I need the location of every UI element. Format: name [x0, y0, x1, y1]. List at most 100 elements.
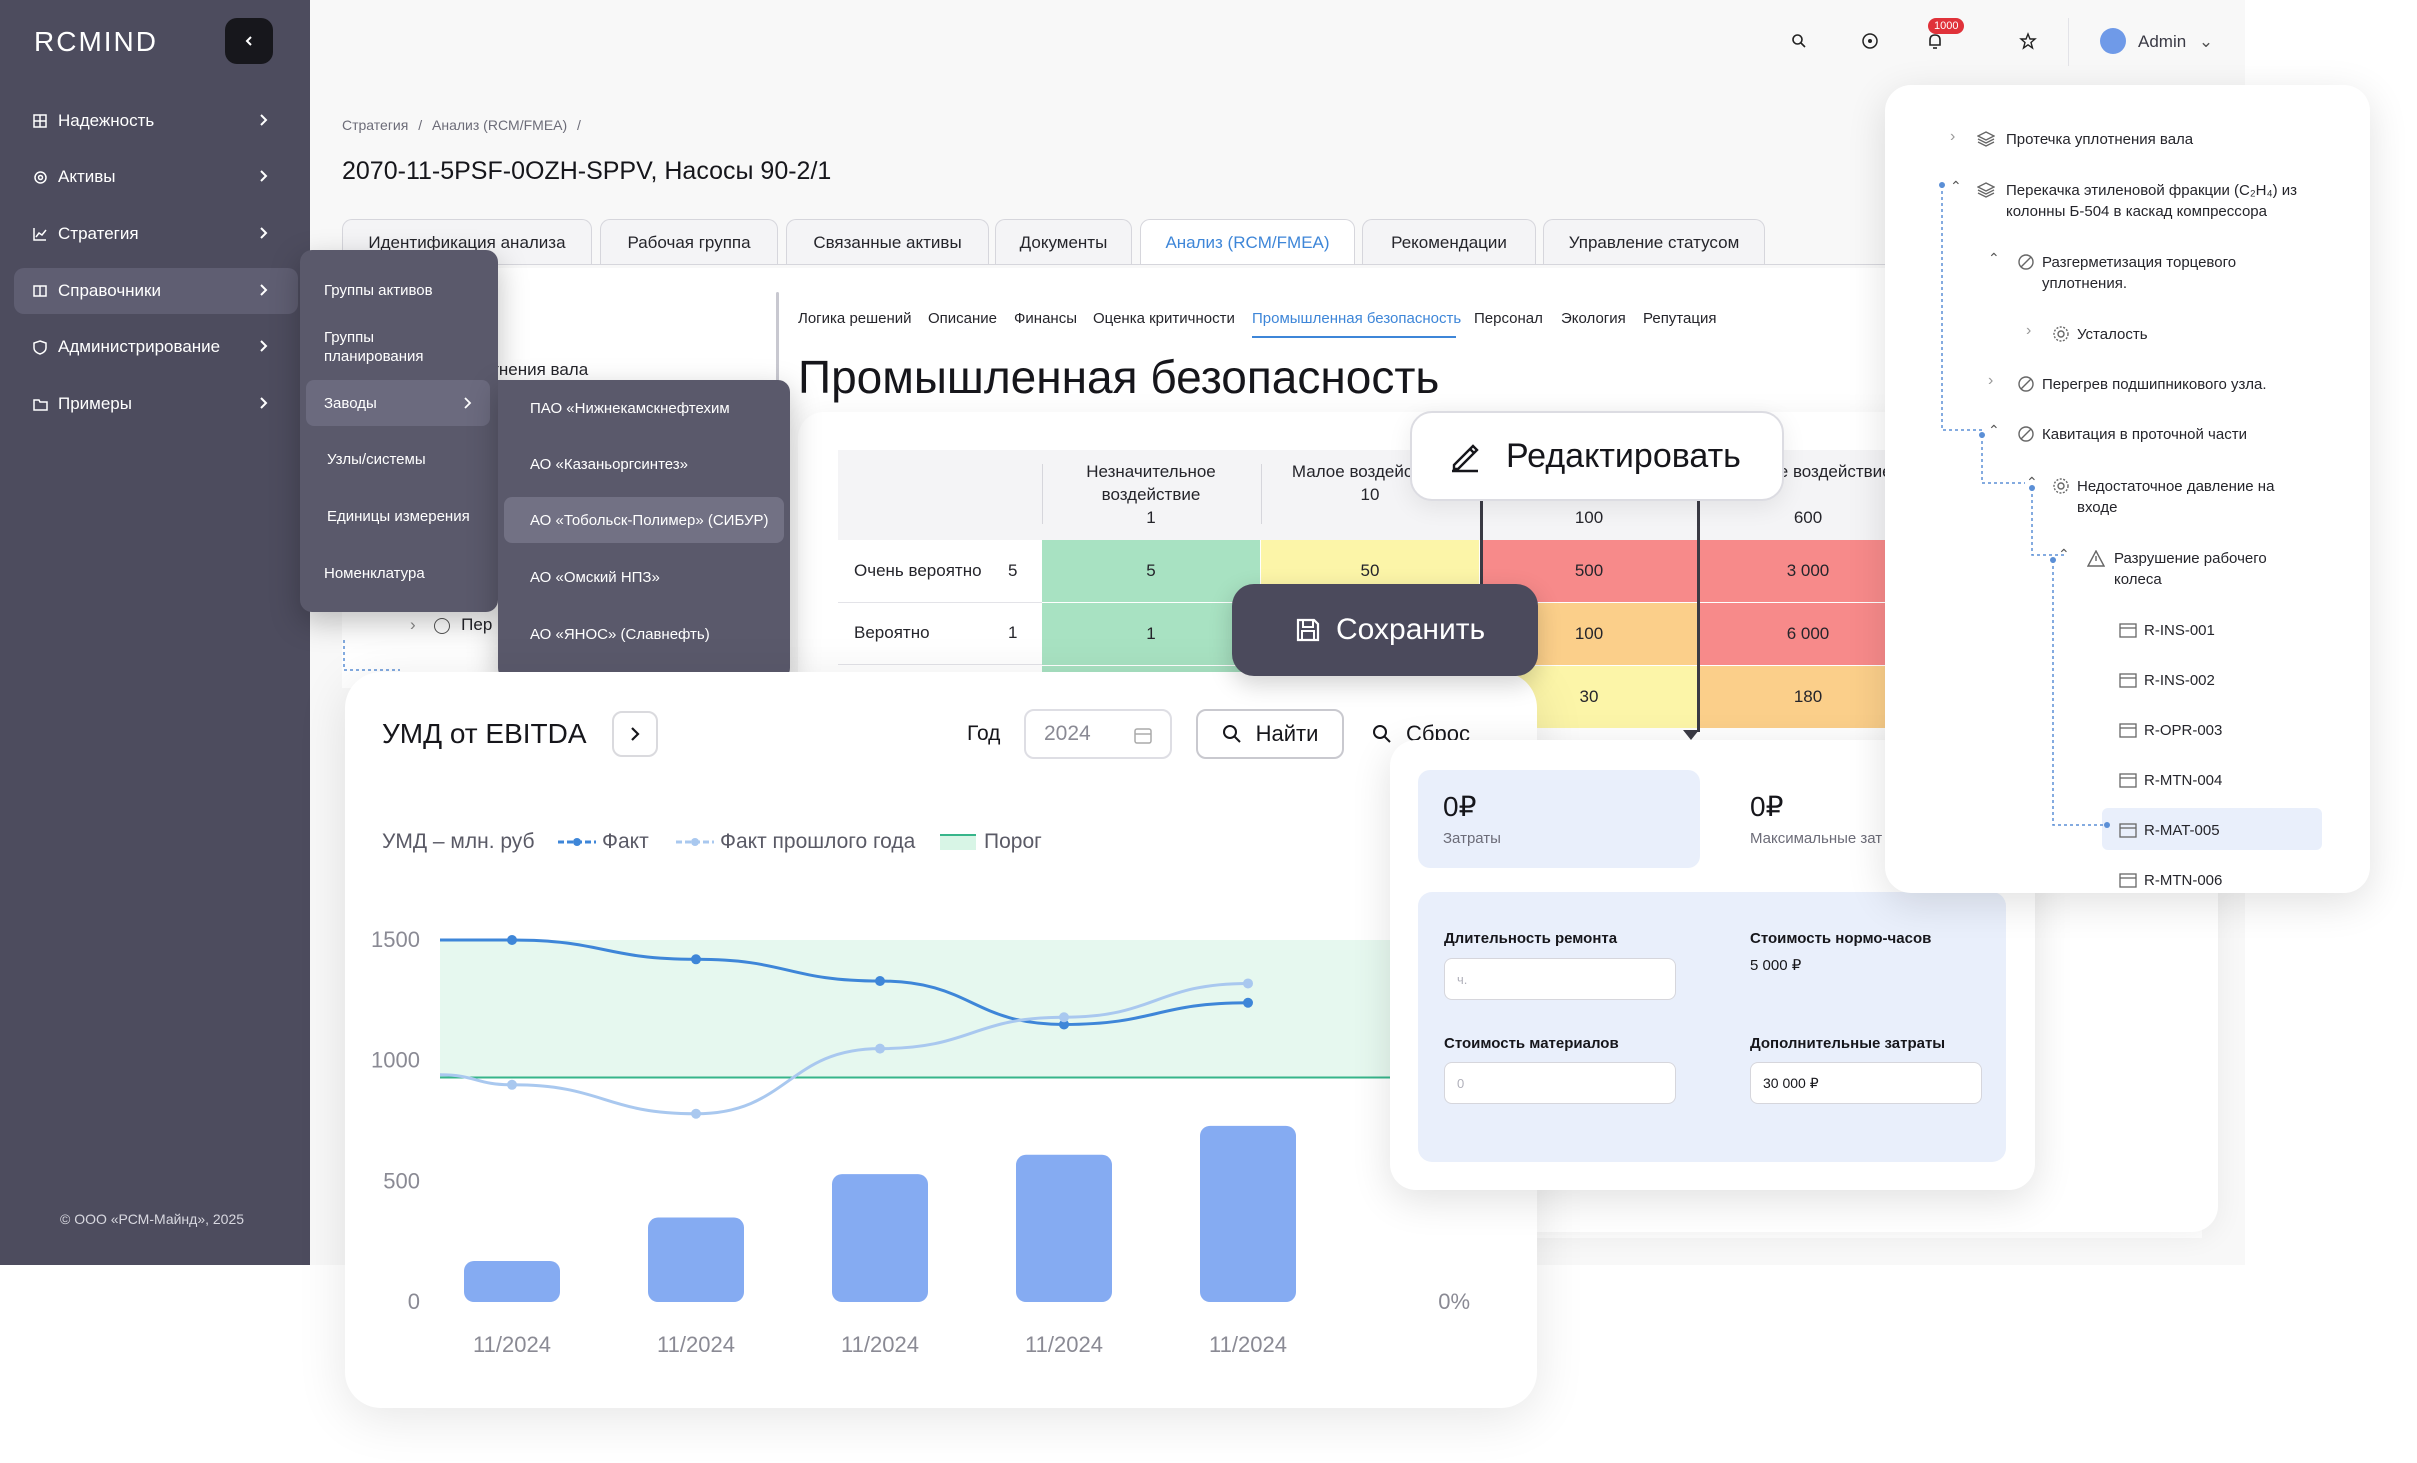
- chevron-up-icon[interactable]: ⌃: [1988, 250, 2000, 266]
- save-button[interactable]: Сохранить: [1232, 584, 1538, 676]
- subtab-industrial-safety[interactable]: Промышленная безопасность: [1252, 310, 1462, 327]
- subtab-ecology[interactable]: Экология: [1561, 310, 1626, 327]
- legend-fact[interactable]: Факт: [558, 830, 649, 854]
- sidebar-item-assets[interactable]: Активы: [14, 154, 298, 200]
- tree-node[interactable]: R-MTN-004: [2144, 772, 2223, 789]
- sidebar-item-reliability[interactable]: Надежность: [14, 98, 298, 144]
- tree-node[interactable]: Протечка уплотнения вала: [2006, 131, 2194, 148]
- tree-node[interactable]: R-MTN-006: [2144, 872, 2223, 889]
- submenu-item-plant[interactable]: ПАО «Нижнекамскнефтехим: [530, 400, 730, 417]
- search-button[interactable]: [1786, 28, 1812, 54]
- matrix-column-header: Незначительное воздействие 1: [1086, 462, 1216, 527]
- subtab-decision-logic[interactable]: Логика решений: [798, 310, 912, 327]
- sidebar-item-examples[interactable]: Примеры: [14, 381, 298, 427]
- legend-last-year[interactable]: Факт прошлого года: [676, 830, 915, 854]
- help-button[interactable]: [1857, 28, 1883, 54]
- submenu-item-plant[interactable]: АО «ЯНОС» (Славнефть): [530, 626, 710, 643]
- subtab-description[interactable]: Описание: [928, 310, 998, 327]
- breadcrumb-item[interactable]: Анализ (RCM/FMEA): [432, 117, 568, 133]
- notifications-button[interactable]: [1922, 28, 1948, 54]
- labor-cost-value: 5 000 ₽: [1750, 957, 1802, 974]
- matrix-cell[interactable]: 6 000: [1699, 603, 1917, 665]
- ban-icon: [2017, 253, 2035, 271]
- chevron-up-icon[interactable]: ⌃: [2058, 546, 2070, 562]
- material-cost-input[interactable]: 0: [1444, 1062, 1676, 1104]
- sidebar-item-administration[interactable]: Администрирование: [14, 324, 298, 370]
- menu-item-nodes[interactable]: Узлы/системы: [327, 451, 426, 468]
- tree-node[interactable]: Перегрев подшипникового узла.: [2042, 376, 2267, 393]
- subtab-finance[interactable]: Финансы: [1014, 310, 1077, 327]
- tree-item[interactable]: › Пер: [410, 615, 493, 634]
- tabs-divider: [342, 264, 2252, 265]
- ban-icon: [2017, 375, 2035, 393]
- tab-documents[interactable]: Документы: [995, 219, 1132, 265]
- submenu-item-plant[interactable]: АО «Казаньоргсинтез»: [530, 456, 689, 473]
- tree-node[interactable]: Перекачка этиленовой фракции (C₂H₄) из к…: [2006, 182, 2298, 220]
- chevron-right-icon[interactable]: ›: [1988, 372, 1994, 389]
- find-button[interactable]: Найти: [1196, 709, 1344, 759]
- tree-node[interactable]: R-INS-002: [2144, 672, 2215, 689]
- sidebar-item-strategy[interactable]: Стратегия: [14, 211, 298, 257]
- tab-workgroup[interactable]: Рабочая группа: [600, 219, 778, 265]
- subtab-personnel[interactable]: Персонал: [1474, 310, 1543, 327]
- matrix-cell[interactable]: 3 000: [1699, 540, 1917, 602]
- tab-linked-assets[interactable]: Связанные активы: [786, 219, 989, 265]
- submenu-item-plant[interactable]: АО «Тобольск-Полимер» (СИБУР): [530, 512, 769, 529]
- matrix-cell[interactable]: 180: [1699, 666, 1917, 728]
- submenu-item-active-bg: [504, 497, 784, 543]
- chevron-right-icon[interactable]: ›: [1950, 128, 1956, 145]
- favorites-button[interactable]: [2015, 28, 2041, 54]
- legend-area-icon: [940, 834, 976, 850]
- panel-resizer[interactable]: [776, 292, 779, 392]
- legend-threshold[interactable]: Порог: [940, 830, 1042, 854]
- collapse-sidebar-button[interactable]: [225, 18, 273, 64]
- menu-item-asset-groups[interactable]: Группы активов: [324, 282, 433, 299]
- gear-icon: [2052, 477, 2070, 495]
- extra-cost-input[interactable]: 30 000 ₽: [1750, 1062, 1982, 1104]
- year-input[interactable]: 2024: [1024, 709, 1172, 759]
- x-tick-label: 11/2024: [657, 1332, 735, 1357]
- chart-unit-label: УМД – млн. руб: [382, 830, 535, 853]
- layers-icon: [1977, 181, 1995, 199]
- tab-recommendations[interactable]: Рекомендации: [1362, 219, 1536, 265]
- pencil-icon: [1452, 444, 1479, 473]
- matrix-cell[interactable]: 5: [1042, 540, 1260, 602]
- chevron-up-icon[interactable]: ⌃: [1988, 422, 2000, 438]
- matrix-cell[interactable]: 1: [1042, 603, 1260, 665]
- repair-duration-input[interactable]: ч.: [1444, 958, 1676, 1000]
- y-tick-label: 500: [383, 1168, 420, 1193]
- chevron-right-icon[interactable]: ›: [2026, 322, 2032, 339]
- avatar[interactable]: [2100, 28, 2126, 54]
- subtab-criticality[interactable]: Оценка критичности: [1093, 310, 1235, 327]
- chevron-up-icon[interactable]: ⌃: [1950, 178, 1962, 194]
- chart-next-button[interactable]: [612, 711, 658, 757]
- menu-item-plants[interactable]: Заводы: [324, 395, 377, 412]
- tree-node[interactable]: Разгерметизация торцевого уплотнения.: [2042, 254, 2237, 292]
- menu-item-nomenclature[interactable]: Номенклатура: [324, 565, 425, 582]
- tree-node[interactable]: Кавитация в проточной части: [2042, 426, 2247, 443]
- tree-node[interactable]: R-INS-001: [2144, 622, 2215, 639]
- tree-node-selected[interactable]: R-MAT-005: [2144, 822, 2220, 839]
- series-point: [1243, 997, 1253, 1008]
- chevron-up-icon[interactable]: ⌃: [2026, 474, 2038, 490]
- labor-cost-label: Стоимость нормо-часов: [1750, 930, 1932, 947]
- menu-item-units[interactable]: Единицы измерения: [327, 508, 470, 525]
- sidebar-item-label: Справочники: [58, 281, 161, 300]
- chart-bar: [464, 1260, 560, 1302]
- breadcrumb-item[interactable]: Стратегия: [342, 117, 409, 133]
- subtab-reputation[interactable]: Репутация: [1643, 310, 1717, 327]
- sidebar-item-directories[interactable]: Справочники: [14, 268, 298, 314]
- tree-node[interactable]: Недостаточное давление на входе: [2077, 478, 2275, 516]
- tab-analysis[interactable]: Анализ (RCM/FMEA): [1140, 219, 1355, 265]
- y-tick-label: 1000: [371, 1048, 420, 1073]
- submenu-item-plant[interactable]: АО «Омский НПЗ»: [530, 569, 660, 586]
- series-point: [875, 1043, 885, 1054]
- edit-button[interactable]: Редактировать: [1410, 411, 1784, 501]
- tree-node[interactable]: R-OPR-003: [2144, 722, 2223, 739]
- matrix-divider: [1261, 464, 1262, 524]
- tree-node[interactable]: Усталость: [2077, 326, 2148, 343]
- menu-item-planning-groups[interactable]: Группы планирования: [324, 329, 424, 365]
- tree-node[interactable]: Разрушение рабочего колеса: [2114, 550, 2267, 588]
- tab-status-management[interactable]: Управление статусом: [1543, 219, 1765, 265]
- user-menu[interactable]: Admin ⌄: [2138, 32, 2213, 52]
